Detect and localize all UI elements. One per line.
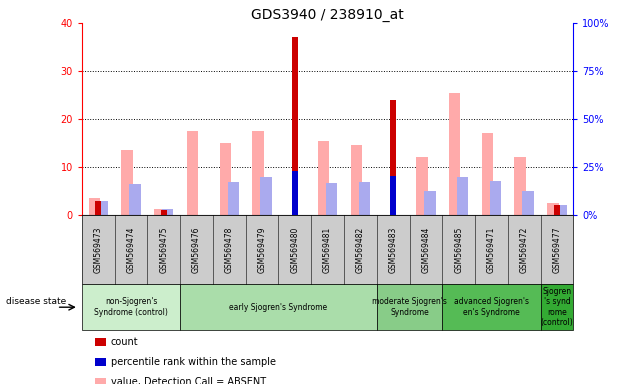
Bar <box>89 198 100 215</box>
Bar <box>490 182 501 215</box>
Text: percentile rank within the sample: percentile rank within the sample <box>111 357 276 367</box>
Title: GDS3940 / 238910_at: GDS3940 / 238910_at <box>251 8 404 22</box>
Bar <box>416 157 428 215</box>
Bar <box>95 200 101 215</box>
Bar <box>555 205 566 215</box>
Bar <box>292 171 298 215</box>
Bar <box>482 134 493 215</box>
Bar <box>554 205 560 215</box>
Text: GSM569472: GSM569472 <box>520 227 529 273</box>
Bar <box>187 131 198 215</box>
Text: GSM569476: GSM569476 <box>192 226 201 273</box>
Bar <box>161 210 167 215</box>
Text: GSM569475: GSM569475 <box>159 226 168 273</box>
Bar <box>547 203 559 215</box>
Bar <box>390 176 396 215</box>
Bar <box>424 191 435 215</box>
Bar <box>253 131 264 215</box>
Text: Sjogren
's synd
rome
(control): Sjogren 's synd rome (control) <box>541 287 573 327</box>
Bar <box>457 177 468 215</box>
Bar <box>122 150 133 215</box>
Bar <box>449 93 461 215</box>
Text: GSM569478: GSM569478 <box>225 227 234 273</box>
Bar <box>292 38 298 215</box>
Bar <box>318 141 329 215</box>
Text: GSM569479: GSM569479 <box>258 226 266 273</box>
Text: GSM569482: GSM569482 <box>356 227 365 273</box>
Text: GSM569477: GSM569477 <box>553 226 561 273</box>
Bar <box>220 143 231 215</box>
Bar <box>351 146 362 215</box>
Bar <box>129 184 140 215</box>
Bar <box>227 182 239 215</box>
Bar <box>154 209 166 215</box>
Text: GSM569483: GSM569483 <box>389 227 398 273</box>
Bar <box>522 191 534 215</box>
Text: advanced Sjogren's
en's Syndrome: advanced Sjogren's en's Syndrome <box>454 298 529 317</box>
Bar <box>326 184 337 215</box>
Text: early Sjogren's Syndrome: early Sjogren's Syndrome <box>229 303 328 312</box>
Bar <box>96 200 108 215</box>
Text: count: count <box>111 337 139 347</box>
Text: disease state: disease state <box>6 297 67 306</box>
Text: GSM569480: GSM569480 <box>290 227 299 273</box>
Text: GSM569471: GSM569471 <box>487 227 496 273</box>
Bar <box>162 209 173 215</box>
Text: GSM569473: GSM569473 <box>94 226 103 273</box>
Bar <box>515 157 526 215</box>
Text: GSM569474: GSM569474 <box>127 226 135 273</box>
Text: non-Sjogren's
Syndrome (control): non-Sjogren's Syndrome (control) <box>94 298 168 317</box>
Bar <box>390 100 396 215</box>
Text: moderate Sjogren's
Syndrome: moderate Sjogren's Syndrome <box>372 298 447 317</box>
Text: GSM569485: GSM569485 <box>454 227 463 273</box>
Text: GSM569484: GSM569484 <box>421 227 430 273</box>
Text: value, Detection Call = ABSENT: value, Detection Call = ABSENT <box>111 377 266 384</box>
Text: GSM569481: GSM569481 <box>323 227 332 273</box>
Bar <box>358 182 370 215</box>
Bar <box>260 177 272 215</box>
